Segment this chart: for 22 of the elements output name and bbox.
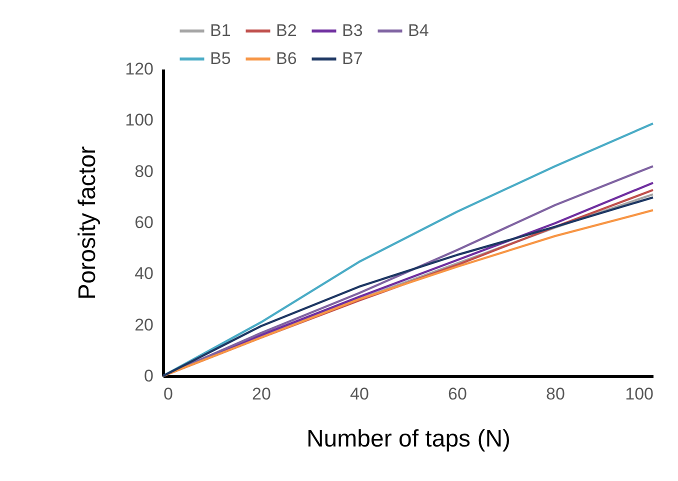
legend-label: B5 — [210, 49, 231, 68]
legend-label: B6 — [276, 49, 297, 68]
x-tick-label: 0 — [164, 384, 173, 404]
y-tick-label: 0 — [144, 366, 154, 386]
x-tick-label: 60 — [448, 384, 467, 404]
x-tick-label: 40 — [350, 384, 369, 404]
y-axis-title: Porosity factor — [74, 146, 102, 300]
x-tick-label: 20 — [252, 384, 271, 404]
y-tick-label: 120 — [125, 60, 154, 78]
y-tick-label: 20 — [134, 315, 154, 334]
x-tick-label: 80 — [546, 384, 565, 404]
legend-label: B7 — [342, 49, 363, 68]
y-tick-label: 80 — [134, 162, 154, 181]
y-tick-label: 60 — [134, 213, 154, 232]
legend-label: B3 — [342, 21, 363, 40]
x-tick-label: 100 — [625, 384, 654, 404]
legend-label: B2 — [276, 21, 297, 40]
x-axis-title: Number of taps (N) — [306, 426, 511, 452]
legend-label: B1 — [210, 21, 231, 40]
y-tick-label: 100 — [125, 110, 154, 130]
y-tick-label: 40 — [134, 264, 154, 284]
legend-label: B4 — [408, 21, 429, 40]
